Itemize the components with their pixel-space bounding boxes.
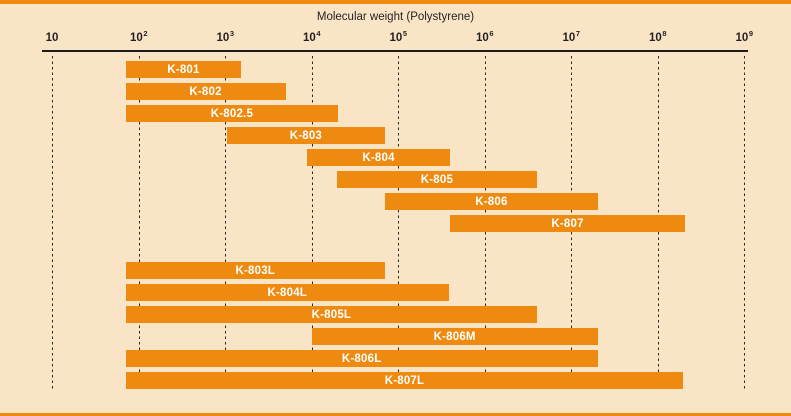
mw-range-bar-k-806m: K-806M — [311, 328, 598, 345]
mw-range-bar-k-801: K-801 — [125, 61, 242, 78]
gridline-10e3 — [225, 56, 226, 391]
axis-tick-label-10e4: 104 — [303, 29, 321, 44]
axis-tick-label-10e6: 106 — [476, 29, 494, 44]
mw-range-bar-k-806: K-806 — [385, 193, 598, 210]
gridline-10e2 — [138, 56, 140, 391]
axis-tick-label-10e3: 103 — [216, 29, 234, 44]
mw-range-bar-k-805: K-805 — [336, 171, 538, 188]
axis-tick-label-10e1: 10 — [45, 32, 59, 44]
mw-range-bar-k-803l: K-803L — [125, 262, 386, 279]
mw-range-bar-k-802.5: K-802.5 — [125, 105, 339, 122]
chart-title: Molecular weight (Polystyrene) — [316, 11, 475, 23]
gridline-10e5 — [398, 56, 399, 391]
axis-tick-label-10e9: 109 — [735, 29, 753, 44]
mw-range-bar-k-804l: K-804L — [125, 284, 450, 301]
axis-tick-label-10e8: 108 — [649, 29, 667, 44]
mw-range-bar-k-807: K-807 — [449, 215, 686, 232]
mw-range-bar-k-803: K-803 — [226, 127, 385, 144]
gridline-10e4 — [311, 56, 313, 391]
x-axis-line — [42, 50, 748, 52]
bottom-border-strip — [0, 413, 791, 416]
top-border-strip — [0, 0, 791, 4]
mw-range-bar-k-802: K-802 — [125, 83, 286, 100]
mw-range-bar-k-804: K-804 — [307, 149, 450, 166]
axis-tick-label-10e7: 107 — [562, 29, 580, 44]
gridline-10e1 — [52, 56, 53, 391]
mw-range-bar-k-806l: K-806L — [125, 350, 598, 367]
mw-range-bar-k-807l: K-807L — [125, 372, 684, 389]
axis-tick-label-10e5: 105 — [389, 29, 407, 44]
axis-tick-label-10e2: 102 — [130, 29, 148, 44]
gridline-10e9 — [744, 56, 745, 391]
mw-range-bar-k-805l: K-805L — [125, 306, 538, 323]
